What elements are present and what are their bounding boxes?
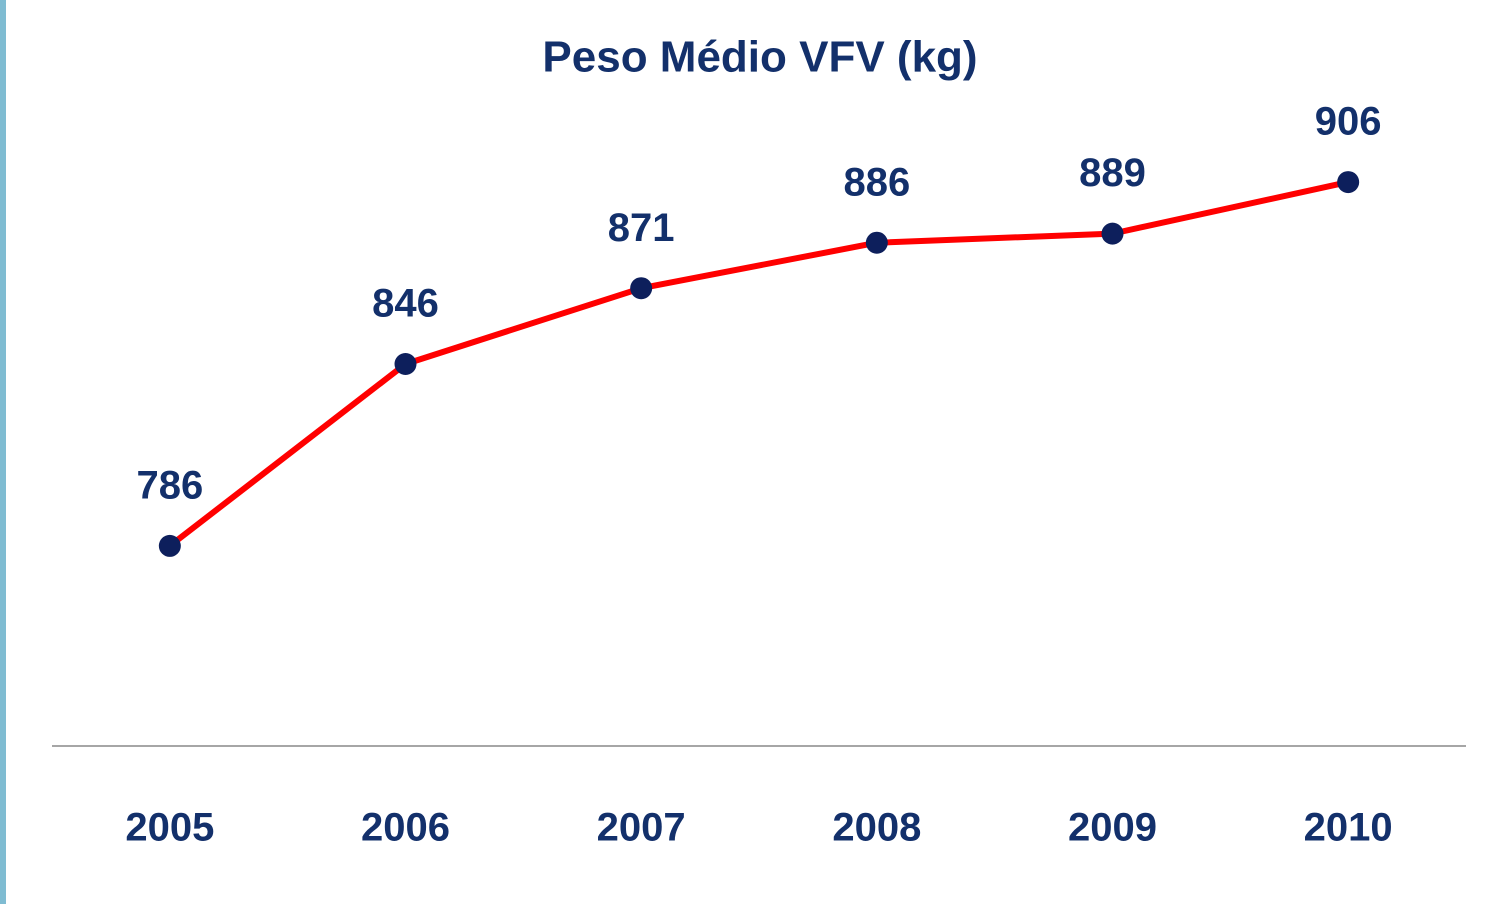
x-tick-label: 2009 xyxy=(1068,806,1157,850)
data-label: 786 xyxy=(136,463,203,507)
x-tick-label: 2006 xyxy=(361,806,450,850)
marker xyxy=(630,277,653,300)
marker xyxy=(394,352,417,375)
marker xyxy=(1337,171,1360,194)
x-tick-label: 2005 xyxy=(125,806,214,850)
x-tick-label: 2007 xyxy=(597,806,686,850)
data-label: 871 xyxy=(608,206,675,250)
x-tick-label: 2008 xyxy=(832,806,921,850)
data-label: 906 xyxy=(1315,100,1382,144)
marker xyxy=(1101,222,1124,245)
left-border xyxy=(0,0,6,904)
marker xyxy=(865,231,888,254)
chart-title: Peso Médio VFV (kg) xyxy=(542,33,977,82)
marker xyxy=(158,534,181,557)
data-label: 846 xyxy=(372,282,439,326)
x-tick-label: 2010 xyxy=(1304,806,1393,850)
data-label: 889 xyxy=(1079,151,1146,195)
data-label: 886 xyxy=(843,160,910,204)
line xyxy=(167,179,1349,549)
